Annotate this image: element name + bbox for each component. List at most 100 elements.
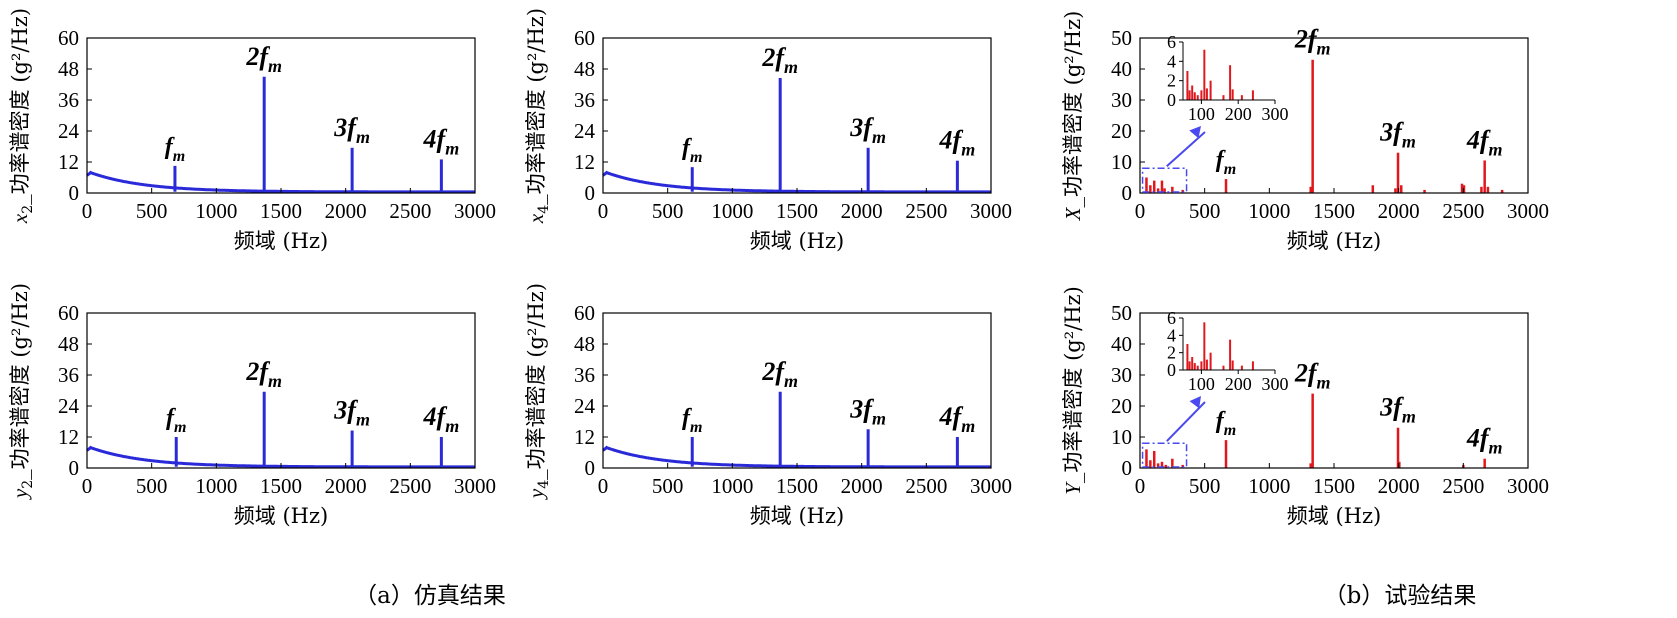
xtick-label-x4-6: 3000 xyxy=(970,199,1012,223)
xtick-label-Y-1: 500 xyxy=(1189,474,1221,498)
inset-ytick-label-Y-2: 4 xyxy=(1167,325,1176,345)
inset-xtick-label-X-2: 300 xyxy=(1262,104,1289,124)
ytick-label-y4-4: 48 xyxy=(574,332,595,356)
xtick-label-y4-3: 1500 xyxy=(776,474,818,498)
peak-label-y2-2: 3fm xyxy=(333,396,370,430)
xlabel-y2: 频域 (Hz) xyxy=(234,504,328,528)
xtick-label-Y-4: 2000 xyxy=(1378,474,1420,498)
ytick-label-Y-2: 20 xyxy=(1111,394,1132,418)
ylabel-x4: x4_功率谱密度 (g²/Hz) xyxy=(524,8,552,224)
ytick-label-x2-5: 60 xyxy=(58,26,79,50)
ytick-label-x4-0: 0 xyxy=(585,181,596,205)
ylabel-Y: Y_功率谱密度 (g²/Hz) xyxy=(1061,286,1085,495)
xlabel-x4: 频域 (Hz) xyxy=(750,229,844,253)
xtick-label-Y-2: 1000 xyxy=(1248,474,1290,498)
zoom-arrow-head-X xyxy=(1189,126,1201,139)
ytick-label-y2-1: 12 xyxy=(58,425,79,449)
xtick-label-y2-5: 2500 xyxy=(389,474,431,498)
xtick-label-y4-0: 0 xyxy=(598,474,609,498)
ytick-label-Y-5: 50 xyxy=(1111,301,1132,325)
xtick-label-x2-4: 2000 xyxy=(325,199,367,223)
peak-label-x4-2: 3fm xyxy=(849,113,886,147)
peak-label-y2-0: fm xyxy=(166,405,186,436)
xtick-label-Y-0: 0 xyxy=(1135,474,1146,498)
inset-ytick-label-X-2: 4 xyxy=(1167,51,1176,71)
ytick-label-X-3: 30 xyxy=(1111,88,1132,112)
peak-label-y2-1: 2fm xyxy=(245,357,282,391)
panel-x2: 0 500 1000 1500 2000 2500 3000 0 12 24 36 48 60 频域 (H… xyxy=(8,8,496,253)
xtick-label-X-3: 1500 xyxy=(1313,199,1355,223)
xtick-label-y2-0: 0 xyxy=(82,474,93,498)
xtick-label-X-4: 2000 xyxy=(1378,199,1420,223)
xtick-label-X-2: 1000 xyxy=(1248,199,1290,223)
xlabel-x2: 频域 (Hz) xyxy=(234,229,328,253)
xtick-label-X-1: 500 xyxy=(1189,199,1221,223)
ytick-label-y4-5: 60 xyxy=(574,301,595,325)
xtick-label-x4-0: 0 xyxy=(598,199,609,223)
xtick-label-x4-5: 2500 xyxy=(905,199,947,223)
ytick-label-X-2: 20 xyxy=(1111,119,1132,143)
xtick-label-X-6: 3000 xyxy=(1507,199,1549,223)
peak-label-x4-3: 4fm xyxy=(939,126,976,160)
xtick-label-y4-1: 500 xyxy=(652,474,684,498)
zoom-box-Y xyxy=(1141,442,1188,468)
ytick-label-x2-3: 36 xyxy=(58,88,79,112)
xtick-label-x2-1: 500 xyxy=(136,199,168,223)
ytick-label-x4-3: 36 xyxy=(574,88,595,112)
peak-label-X-0: fm xyxy=(1216,147,1236,178)
xtick-label-Y-3: 1500 xyxy=(1313,474,1355,498)
xtick-label-y2-1: 500 xyxy=(136,474,168,498)
ytick-label-X-1: 10 xyxy=(1111,150,1132,174)
xtick-label-x2-6: 3000 xyxy=(454,199,496,223)
ytick-label-X-5: 50 xyxy=(1111,26,1132,50)
xtick-label-y2-2: 1000 xyxy=(195,474,237,498)
xtick-label-Y-6: 3000 xyxy=(1507,474,1549,498)
zoom-arrow-X xyxy=(1166,131,1206,167)
xtick-label-x2-2: 1000 xyxy=(195,199,237,223)
ytick-label-x2-0: 0 xyxy=(69,181,80,205)
xtick-label-x4-1: 500 xyxy=(652,199,684,223)
inset-ytick-label-X-3: 6 xyxy=(1167,32,1176,52)
panel-x4: 0 500 1000 1500 2000 2500 3000 0 12 24 36 48 60 频域 (H… xyxy=(524,8,1012,253)
peak-label-y4-0: fm xyxy=(682,405,702,436)
ytick-label-y4-3: 36 xyxy=(574,363,595,387)
ytick-label-Y-4: 40 xyxy=(1111,332,1132,356)
peak-label-x2-1: 2fm xyxy=(245,42,282,76)
ytick-label-x4-1: 12 xyxy=(574,150,595,174)
inset-xtick-label-Y-2: 300 xyxy=(1262,374,1289,394)
inset-xtick-label-X-1: 200 xyxy=(1225,104,1252,124)
ytick-label-Y-1: 10 xyxy=(1111,425,1132,449)
ytick-label-Y-3: 30 xyxy=(1111,363,1132,387)
ytick-label-y2-0: 0 xyxy=(69,456,80,480)
peak-label-y4-2: 3fm xyxy=(849,394,886,428)
peak-label-y4-3: 4fm xyxy=(939,402,976,436)
xlabel-y4: 频域 (Hz) xyxy=(750,504,844,528)
inset-ytick-label-X-1: 2 xyxy=(1167,71,1176,91)
inset-ytick-label-Y-3: 6 xyxy=(1167,308,1176,328)
inset-ytick-label-Y-0: 0 xyxy=(1167,360,1176,380)
peak-label-x4-1: 2fm xyxy=(761,43,798,77)
ytick-label-x4-2: 24 xyxy=(574,119,596,143)
xtick-label-x4-2: 1000 xyxy=(711,199,753,223)
inset-xtick-label-Y-1: 200 xyxy=(1225,374,1252,394)
panel-y2: 0 500 1000 1500 2000 2500 3000 0 12 24 36 48 60 频域 (H… xyxy=(8,283,496,528)
peak-label-Y-0: fm xyxy=(1216,408,1236,439)
peak-label-x2-0: fm xyxy=(165,134,185,165)
ylabel-X: X_功率谱密度 (g²/Hz) xyxy=(1061,11,1085,222)
ytick-label-y4-1: 12 xyxy=(574,425,595,449)
xtick-label-x4-3: 1500 xyxy=(776,199,818,223)
xtick-label-y2-6: 3000 xyxy=(454,474,496,498)
inset-ytick-label-X-0: 0 xyxy=(1167,90,1176,110)
inset-xtick-label-Y-0: 100 xyxy=(1188,374,1215,394)
caption-simulation: （a）仿真结果 xyxy=(354,583,506,609)
panel-y4: 0 500 1000 1500 2000 2500 3000 0 12 24 36 48 60 频域 (H… xyxy=(524,283,1012,528)
xtick-label-y4-6: 3000 xyxy=(970,474,1012,498)
xtick-label-y4-4: 2000 xyxy=(841,474,883,498)
xtick-label-y2-3: 1500 xyxy=(260,474,302,498)
peak-label-Y-2: 3fm xyxy=(1379,393,1416,427)
ylabel-y4: y4_功率谱密度 (g²/Hz) xyxy=(524,283,552,500)
ytick-label-x2-4: 48 xyxy=(58,57,79,81)
xlabel-Y: 频域 (Hz) xyxy=(1287,504,1381,528)
xtick-label-x2-0: 0 xyxy=(82,199,93,223)
inset-xtick-label-X-0: 100 xyxy=(1188,104,1215,124)
